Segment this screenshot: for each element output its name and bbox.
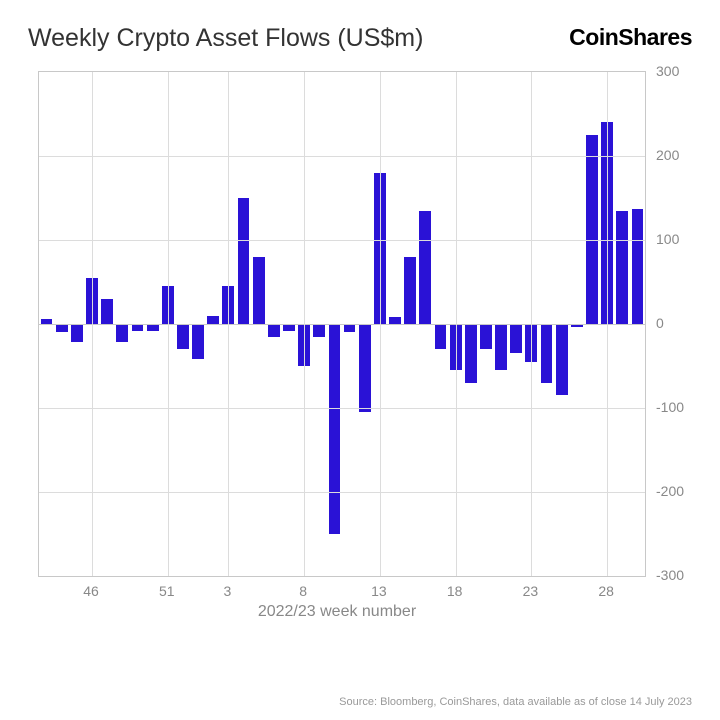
bar bbox=[177, 324, 189, 349]
bar bbox=[192, 324, 204, 359]
y-tick-label: 200 bbox=[650, 147, 692, 163]
chart-area: 2022/23 week number -300 -200 -100 0 100 200 3… bbox=[28, 65, 692, 621]
y-tick-label: -200 bbox=[650, 483, 692, 499]
y-tick-label: 0 bbox=[650, 315, 692, 331]
bar bbox=[632, 209, 644, 324]
bar bbox=[101, 299, 113, 324]
x-tick-label: 23 bbox=[523, 583, 539, 599]
gridline-horizontal bbox=[39, 156, 645, 157]
x-tick-label: 8 bbox=[299, 583, 307, 599]
gridline-vertical bbox=[607, 72, 608, 576]
zero-line bbox=[39, 324, 645, 325]
bar bbox=[71, 324, 83, 342]
bar bbox=[116, 324, 128, 342]
bar bbox=[207, 316, 219, 324]
bar bbox=[495, 324, 507, 370]
bar bbox=[616, 211, 628, 324]
bar bbox=[329, 324, 341, 534]
gridline-vertical bbox=[531, 72, 532, 576]
gridline-horizontal bbox=[39, 240, 645, 241]
bar bbox=[586, 135, 598, 324]
source-caption: Source: Bloomberg, CoinShares, data avai… bbox=[339, 696, 692, 708]
gridline-vertical bbox=[168, 72, 169, 576]
x-tick-label: 46 bbox=[83, 583, 99, 599]
bar bbox=[419, 211, 431, 324]
bar bbox=[541, 324, 553, 383]
bar bbox=[435, 324, 447, 349]
bar bbox=[283, 324, 295, 331]
bar bbox=[56, 324, 68, 332]
bar bbox=[404, 257, 416, 324]
gridline-horizontal bbox=[39, 408, 645, 409]
gridline-vertical bbox=[380, 72, 381, 576]
brand-logo: CoinShares bbox=[569, 24, 692, 51]
bar bbox=[389, 317, 401, 324]
bar bbox=[556, 324, 568, 395]
chart-title: Weekly Crypto Asset Flows (US$m) bbox=[28, 24, 423, 53]
bar bbox=[465, 324, 477, 383]
x-tick-label: 28 bbox=[598, 583, 614, 599]
bar bbox=[253, 257, 265, 324]
y-tick-label: 300 bbox=[650, 63, 692, 79]
y-tick-label: -100 bbox=[650, 399, 692, 415]
bar bbox=[359, 324, 371, 412]
bar bbox=[313, 324, 325, 337]
x-tick-label: 18 bbox=[447, 583, 463, 599]
bar bbox=[480, 324, 492, 349]
gridline-vertical bbox=[456, 72, 457, 576]
bar bbox=[344, 324, 356, 332]
x-tick-label: 3 bbox=[223, 583, 231, 599]
x-tick-label: 13 bbox=[371, 583, 387, 599]
gridline-vertical bbox=[304, 72, 305, 576]
y-tick-label: 100 bbox=[650, 231, 692, 247]
bar bbox=[510, 324, 522, 353]
bar bbox=[132, 324, 144, 331]
bar bbox=[238, 198, 250, 324]
gridline-vertical bbox=[92, 72, 93, 576]
y-tick-label: -300 bbox=[650, 567, 692, 583]
x-axis-label: 2022/23 week number bbox=[28, 603, 646, 621]
bar bbox=[147, 324, 159, 331]
bar bbox=[268, 324, 280, 337]
x-tick-label: 51 bbox=[159, 583, 175, 599]
gridline-vertical bbox=[228, 72, 229, 576]
gridline-horizontal bbox=[39, 492, 645, 493]
